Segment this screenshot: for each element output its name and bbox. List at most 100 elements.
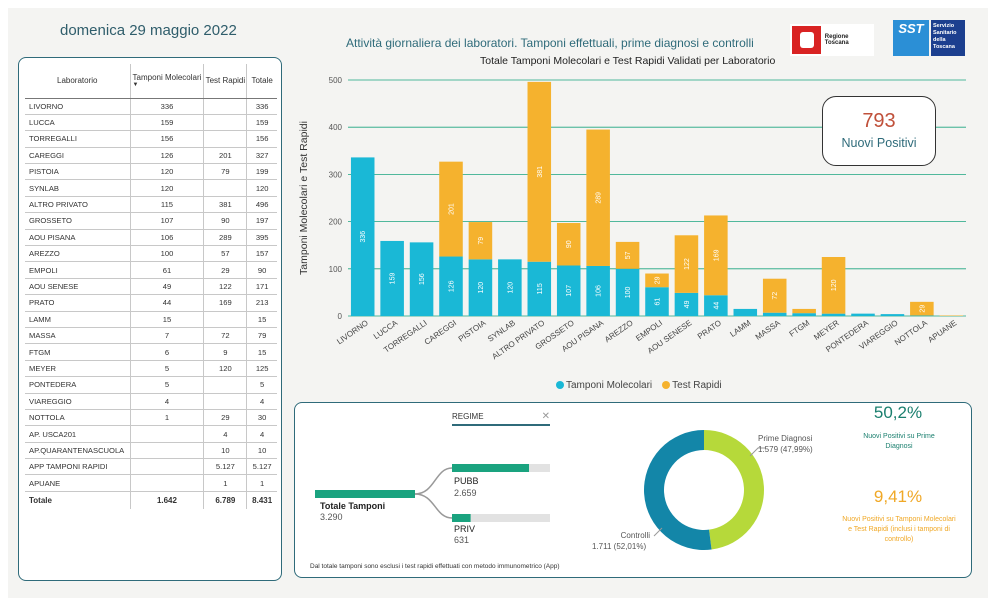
data-label-molecolari: 106 [596, 285, 603, 297]
sort-descending-icon: ▼ [132, 82, 139, 89]
cell-laboratorio: PRATO [25, 294, 130, 312]
tree-bar-priv [452, 514, 471, 522]
col-header-rapidi[interactable]: Test Rapidi [203, 64, 247, 99]
cell-laboratorio: NOTTOLA [25, 409, 130, 427]
laboratory-table-panel: Laboratorio Tamponi Molecolari ▼ Test Ra… [18, 57, 282, 581]
cell-totale: 5 [246, 376, 277, 394]
cell-molecolari: 106 [129, 229, 204, 247]
donut-slice-controlli[interactable] [644, 430, 712, 550]
cell-totale: 213 [246, 294, 277, 312]
cell-rapidi: 10 [203, 442, 247, 460]
legend-item-rapidi[interactable]: Test Rapidi [662, 380, 722, 391]
chart-title: Totale Tamponi Molecolari e Test Rapidi … [480, 55, 776, 67]
table-row[interactable]: LIVORNO 336 336 [25, 98, 277, 115]
tree-link-priv [414, 493, 453, 519]
table-row[interactable]: ALTRO PRIVATO 115 381 496 [25, 196, 277, 214]
cell-molecolari [129, 442, 204, 460]
legend-item-molecolari[interactable]: Tamponi Molecolari [556, 380, 652, 391]
x-tick-label: FTGM [788, 318, 812, 339]
bar-rapidi [910, 301, 934, 316]
data-label-rapidi: 122 [684, 258, 691, 270]
cell-molecolari [129, 474, 204, 492]
cell-laboratorio: LUCCA [25, 114, 130, 132]
table-row[interactable]: LUCCA 159 159 [25, 114, 277, 132]
cell-molecolari: 49 [129, 278, 204, 296]
cell-totale: 496 [246, 196, 277, 214]
col-header-molecolari[interactable]: Tamponi Molecolari ▼ [129, 64, 204, 99]
table-row[interactable]: PONTEDERA 5 5 [25, 376, 277, 394]
bar-molecolari [674, 292, 699, 316]
cell-molecolari: 44 [129, 294, 204, 312]
data-label-molecolari: 107 [566, 285, 573, 297]
donut-label-controlli-name: Controlli [620, 531, 650, 540]
bar-molecolari [527, 261, 552, 316]
table-row[interactable]: PRATO 44 169 213 [25, 294, 277, 312]
tree-total-label: Totale Tamponi [320, 501, 386, 511]
table-row[interactable]: APP TAMPONI RAPIDI 5.127 5.127 [25, 458, 277, 476]
table-row[interactable]: GROSSETO 107 90 197 [25, 212, 277, 230]
cell-totale: 171 [246, 278, 277, 296]
table-row[interactable]: VIAREGGIO 4 4 [25, 393, 277, 410]
bar-molecolari [586, 265, 610, 316]
clear-filter-icon[interactable]: ✕ [541, 411, 550, 422]
sst-logo: SST Servizio Sanitario della Toscana [893, 20, 965, 56]
table-row[interactable]: AP. USCA201 4 4 [25, 425, 277, 443]
table-row[interactable]: AOU SENESE 49 122 171 [25, 278, 277, 296]
table-row[interactable]: LAMM 15 15 [25, 311, 277, 328]
cell-rapidi: 5.127 [203, 458, 247, 476]
col-header-laboratorio[interactable]: Laboratorio [25, 64, 130, 99]
cell-laboratorio: AP. USCA201 [25, 425, 130, 443]
y-tick-label: 400 [329, 123, 343, 132]
regime-slicer[interactable]: REGIME ✕ [452, 411, 550, 426]
table-row[interactable]: EMPOLI 61 29 90 [25, 261, 277, 279]
sst-logo-mark: SST [893, 20, 929, 56]
x-tick-label: PISTOIA [457, 318, 488, 344]
data-label-rapidi: 289 [596, 192, 603, 204]
cell-rapidi: 79 [203, 163, 247, 181]
tree-pubb-label[interactable]: PUBB [454, 476, 479, 486]
table-row[interactable]: FTGM 6 9 15 [25, 343, 277, 361]
data-label-rapidi: 79 [478, 237, 485, 245]
bar-rapidi [468, 222, 493, 260]
tree-total-value: 3.290 [320, 512, 343, 522]
col-header-totale[interactable]: Totale [246, 64, 277, 99]
bar-molecolari [880, 314, 905, 316]
cell-rapidi: 72 [203, 327, 247, 345]
bar-rapidi [615, 241, 640, 269]
cell-totale: 90 [246, 261, 277, 279]
data-label-molecolari: 100 [625, 286, 632, 298]
table-row[interactable]: AP.QUARANTENASCUOLA 10 10 [25, 442, 277, 460]
cell-molecolari: 4 [129, 393, 204, 410]
cell-rapidi: 169 [203, 294, 247, 312]
cell-molecolari: 5 [129, 360, 204, 378]
table-row[interactable]: AREZZO 100 57 157 [25, 245, 277, 263]
data-label-rapidi: 72 [772, 292, 779, 300]
cell-molecolari: 120 [129, 163, 204, 181]
table-row[interactable]: SYNLAB 120 120 [25, 179, 277, 197]
y-tick-label: 100 [329, 265, 343, 274]
cell-molecolari: 107 [129, 212, 204, 230]
bar-rapidi [556, 223, 581, 266]
donut-label-prime-value: 1.579 (47,99%) [758, 445, 813, 454]
donut-label-prime: Prime Diagnosi 1.579 (47,99%) [758, 433, 813, 455]
cell-laboratorio: AOU PISANA [25, 229, 130, 247]
table-row[interactable]: AOU PISANA 106 289 395 [25, 229, 277, 247]
y-tick-label: 500 [329, 76, 343, 85]
cell-laboratorio: AP.QUARANTENASCUOLA [25, 442, 130, 460]
table-row[interactable]: NOTTOLA 1 29 30 [25, 409, 277, 427]
x-tick-label: NOTTOLA [893, 318, 930, 347]
table-row[interactable]: MEYER 5 120 125 [25, 360, 277, 378]
col-header-molecolari-label: Tamponi Molecolari [132, 73, 202, 83]
cell-rapidi [203, 393, 247, 410]
table-row[interactable]: MASSA 7 72 79 [25, 327, 277, 345]
cell-rapidi: 4 [203, 425, 247, 443]
bar-molecolari [762, 312, 787, 316]
table-row[interactable]: TORREGALLI 156 156 [25, 130, 277, 148]
cell-laboratorio: VIAREGGIO [25, 393, 130, 410]
donut-slice-prime-diagnosi[interactable] [704, 430, 765, 550]
table-row[interactable]: PISTOIA 120 79 199 [25, 163, 277, 181]
table-row[interactable]: APUANE 1 1 [25, 474, 277, 492]
table-row[interactable]: CAREGGI 126 201 327 [25, 147, 277, 165]
tree-priv-label[interactable]: PRIV [454, 524, 476, 534]
cell-rapidi: 122 [203, 278, 247, 296]
